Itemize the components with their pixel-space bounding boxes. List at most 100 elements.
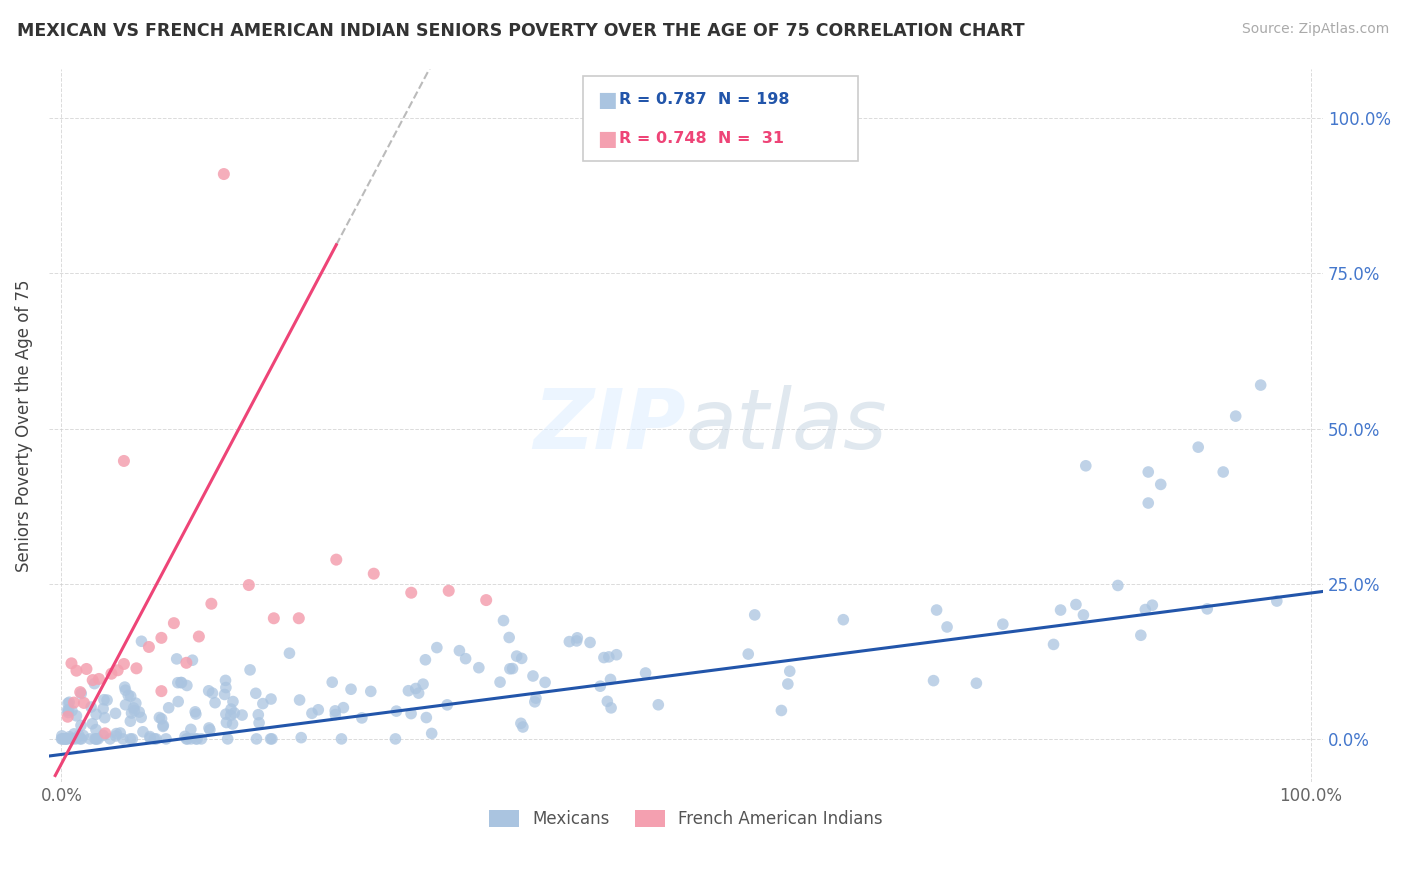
Point [1129,628,1152,642]
Point [82,716,104,731]
Point [83,676,105,690]
Point [58,695,80,709]
Point [184,705,207,719]
Point [260,731,283,746]
Point [87,672,110,686]
Point [565,634,588,648]
Point [412,677,434,691]
Point [56,731,79,746]
Point [91,702,114,716]
Point [634,665,657,680]
Point [176,656,198,670]
Point [56,696,79,710]
Point [56,704,79,718]
Point [288,611,311,625]
Point [321,675,343,690]
Point [110,726,132,740]
Point [70,718,93,732]
Point [399,585,422,599]
Point [122,701,145,715]
Point [737,647,759,661]
Point [239,663,262,677]
Point [340,682,363,697]
Point [104,729,127,743]
Point [1265,594,1288,608]
Point [84,707,107,722]
Point [323,704,346,718]
Point [51,731,73,746]
Point [98,731,121,746]
Point [437,583,460,598]
Point [436,698,458,712]
Point [454,651,477,665]
Point [129,710,152,724]
Point [84,731,107,746]
Point [82,673,104,687]
Point [53,731,76,746]
Point [1150,477,1173,491]
Point [180,723,202,737]
Text: Source: ZipAtlas.com: Source: ZipAtlas.com [1241,22,1389,37]
Point [776,677,799,691]
Point [184,731,207,746]
Point [131,634,153,648]
Point [1064,598,1087,612]
Point [247,707,270,722]
Point [176,678,198,692]
Point [219,708,242,723]
Point [75,662,97,676]
Point [152,718,174,732]
Text: ■: ■ [598,90,617,110]
Point [51,731,73,746]
Point [121,706,143,720]
Point [1073,607,1095,622]
Point [87,731,110,746]
Point [399,706,422,721]
Point [384,731,406,746]
Point [363,566,385,581]
Point [124,704,146,718]
Point [290,731,312,745]
Point [150,631,173,645]
Point [65,731,87,746]
Point [325,552,347,566]
Point [522,669,544,683]
Text: ■: ■ [598,129,617,149]
Point [84,723,107,737]
Point [86,731,108,746]
Point [558,634,581,648]
Point [647,698,669,712]
Point [214,673,236,688]
Point [70,687,93,701]
Point [832,613,855,627]
Point [94,726,117,740]
Point [212,167,235,181]
Text: R = 0.787  N = 198: R = 0.787 N = 198 [619,92,789,107]
Point [63,727,86,741]
Point [93,692,115,706]
Point [180,731,202,746]
Point [238,578,260,592]
Point [190,731,212,746]
Point [104,706,127,721]
Point [589,679,612,693]
Point [301,706,323,721]
Point [215,707,238,722]
Point [965,676,987,690]
Point [1042,637,1064,651]
Point [415,653,437,667]
Point [111,731,134,746]
Point [120,714,142,729]
Point [80,700,103,714]
Point [1107,578,1129,592]
Point [166,652,188,666]
Point [605,648,627,662]
Point [186,731,208,746]
Point [1212,465,1234,479]
Point [167,695,190,709]
Point [176,731,198,746]
Text: R = 0.748  N =  31: R = 0.748 N = 31 [619,131,783,146]
Point [94,711,117,725]
Point [201,686,224,700]
Point [73,696,96,710]
